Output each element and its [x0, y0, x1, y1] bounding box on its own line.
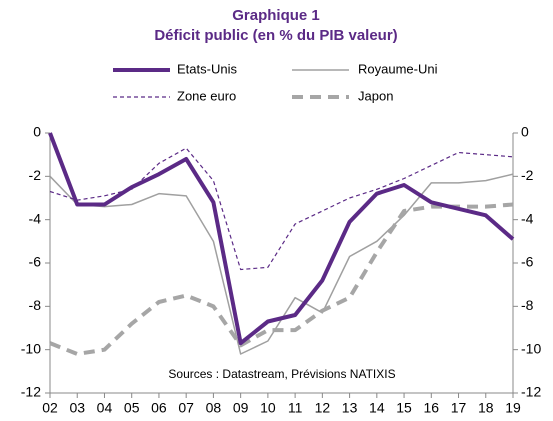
y-tick-label: -8 — [29, 297, 42, 313]
legend-label: Japon — [358, 88, 393, 103]
y2-tick-label: -2 — [521, 167, 534, 183]
x-tick-label: 19 — [505, 400, 521, 416]
x-tick-label: 15 — [396, 400, 412, 416]
legend-label: Etats-Unis — [177, 61, 237, 76]
y2-tick-label: -10 — [521, 340, 541, 356]
y2-tick-label: -12 — [521, 384, 541, 400]
x-tick-label: 02 — [42, 400, 58, 416]
series-line — [49, 147, 514, 271]
x-tick-label: 05 — [124, 400, 140, 416]
y2-tick-label: -8 — [521, 297, 534, 313]
y2-tick-label: -4 — [521, 210, 534, 226]
y-tick-label: -6 — [29, 254, 42, 270]
chart-subtitle: Déficit public (en % du PIB valeur) — [154, 27, 397, 44]
x-tick-label: 06 — [151, 400, 167, 416]
y-tick-label: -4 — [29, 210, 42, 226]
x-tick-label: 03 — [69, 400, 85, 416]
series-line — [49, 173, 514, 355]
annotation: Sources : Datastream, Prévisions NATIXIS — [168, 367, 395, 381]
series-line — [48, 132, 515, 346]
x-tick-label: 11 — [288, 400, 303, 416]
y-tick-label: -2 — [29, 167, 42, 183]
y-tick-label: 0 — [33, 124, 41, 140]
legend-label: Zone euro — [177, 88, 236, 103]
series-line — [49, 202, 514, 356]
x-tick-label: 04 — [97, 400, 113, 416]
legend-label: Royaume-Uni — [358, 61, 438, 76]
y2-tick-label: -6 — [521, 254, 534, 270]
x-tick-label: 13 — [342, 400, 358, 416]
y2-tick-label: 0 — [521, 124, 529, 140]
x-tick-label: 18 — [478, 400, 494, 416]
y-tick-label: -12 — [21, 384, 41, 400]
x-tick-label: 09 — [233, 400, 249, 416]
x-tick-label: 14 — [369, 400, 385, 416]
x-tick-label: 17 — [451, 400, 467, 416]
x-tick-label: 08 — [206, 400, 222, 416]
chart-title: Graphique 1 — [232, 7, 320, 24]
x-tick-label: 07 — [178, 400, 194, 416]
y-tick-label: -10 — [21, 340, 41, 356]
x-tick-label: 12 — [315, 400, 331, 416]
x-tick-label: 10 — [260, 400, 276, 416]
x-tick-label: 16 — [424, 400, 440, 416]
